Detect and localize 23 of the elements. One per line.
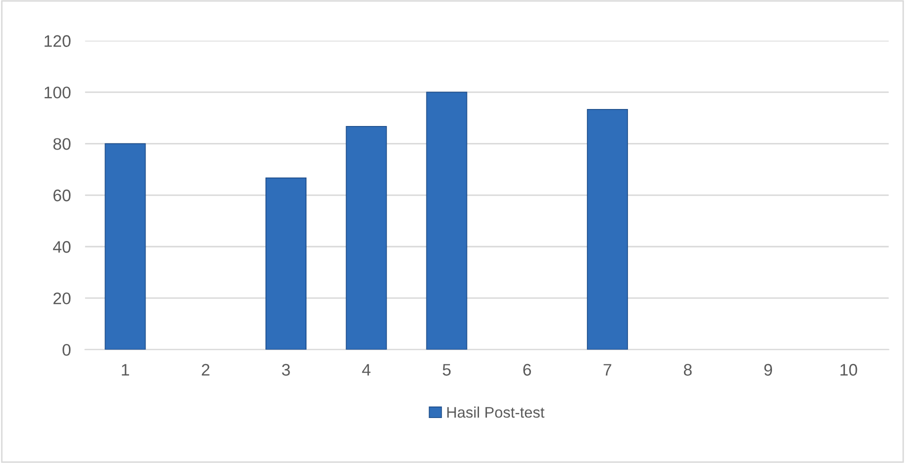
x-tick-label: 10 <box>840 364 858 376</box>
y-tick-label: 20 <box>53 292 71 304</box>
x-tick-label: 4 <box>362 364 370 376</box>
legend-label: Hasil Post-test <box>447 406 544 418</box>
x-tick-label: 2 <box>202 364 210 376</box>
x-tick-label: 3 <box>282 364 290 376</box>
y-tick-label: 0 <box>62 344 71 356</box>
y-tick-label: 100 <box>44 86 71 98</box>
x-tick-label: 8 <box>684 364 692 376</box>
x-tick-label: 5 <box>442 364 451 376</box>
y-tick-label: 40 <box>53 241 71 253</box>
y-tick-label: 80 <box>53 138 71 150</box>
y-tick-label: 60 <box>53 190 71 202</box>
bar <box>265 177 306 350</box>
bar <box>346 126 387 350</box>
bar <box>426 92 468 350</box>
x-tick-label: 7 <box>604 364 612 376</box>
x-tick-label: 1 <box>122 364 130 376</box>
bar <box>104 143 146 350</box>
y-tick-label: 120 <box>44 35 71 47</box>
x-tick-label: 6 <box>523 364 531 376</box>
bar <box>586 109 628 350</box>
x-tick-label: 9 <box>764 364 772 376</box>
